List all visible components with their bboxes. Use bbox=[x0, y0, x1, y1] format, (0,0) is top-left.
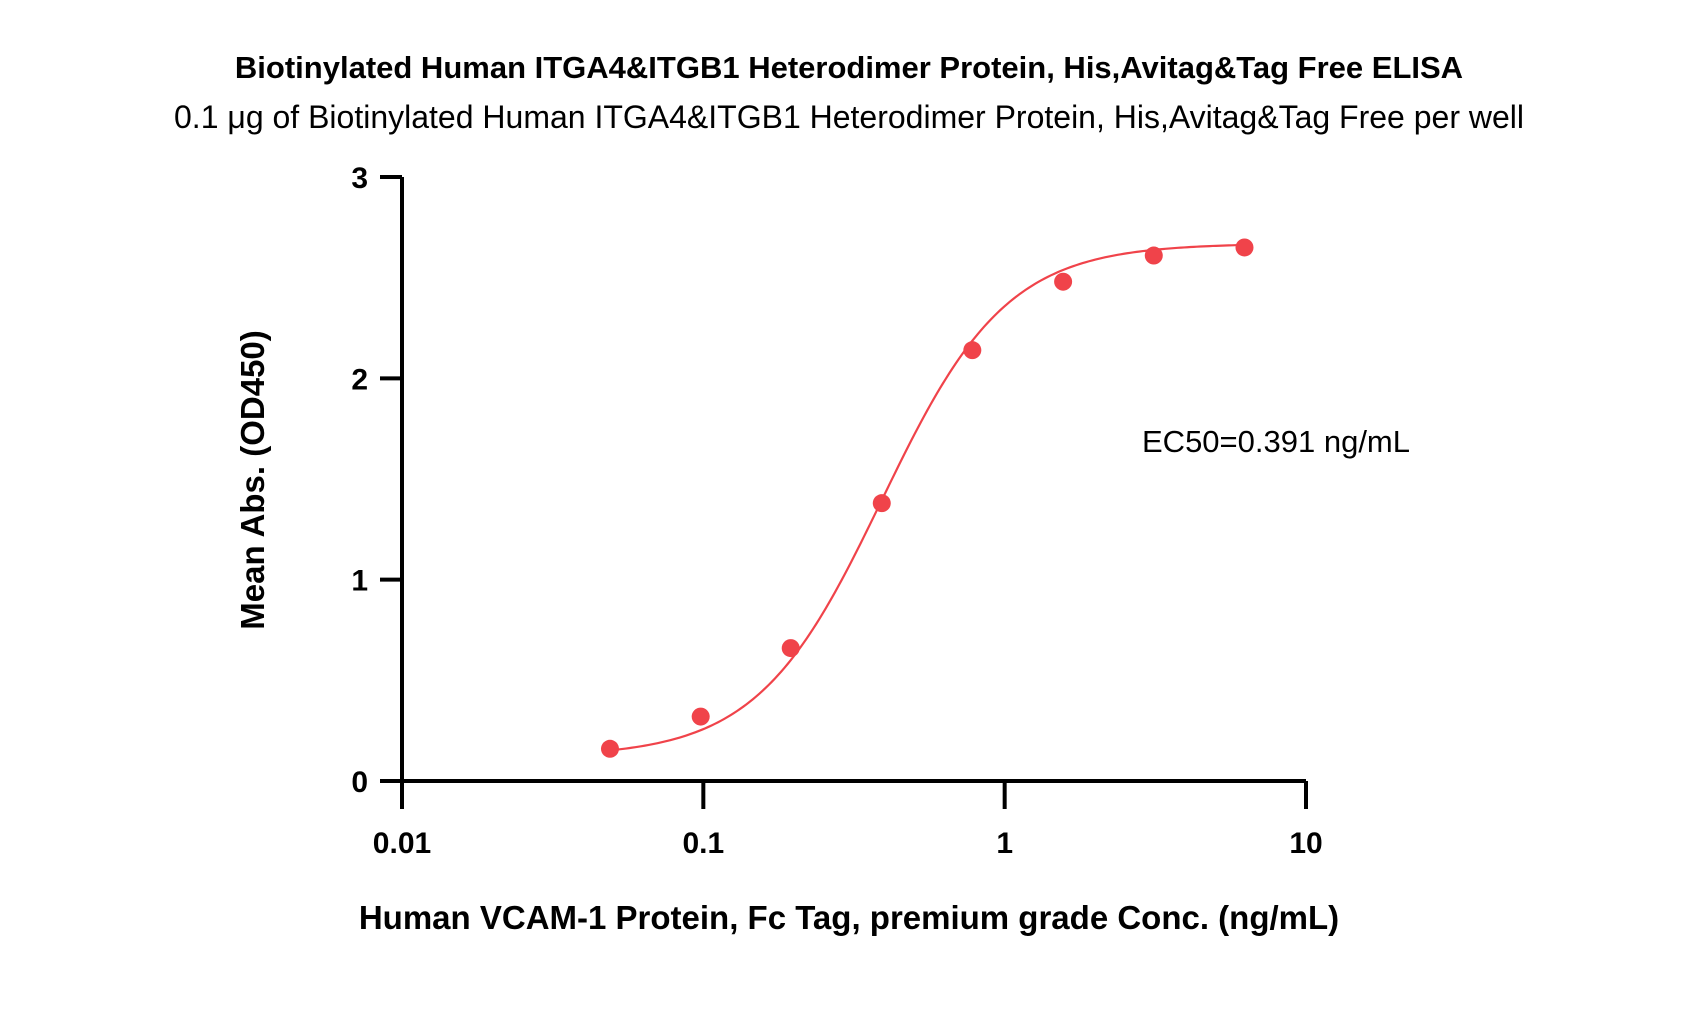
x-tick-label: 10 bbox=[1289, 827, 1322, 860]
x-tick-label: 0.1 bbox=[682, 827, 724, 860]
data-point bbox=[872, 494, 891, 513]
data-point bbox=[1235, 238, 1254, 257]
data-point bbox=[1144, 246, 1163, 265]
x-tick-label: 0.01 bbox=[373, 827, 431, 860]
y-tick-label: 1 bbox=[351, 565, 368, 598]
x-axis-label: Human VCAM-1 Protein, Fc Tag, premium gr… bbox=[359, 899, 1339, 936]
fit-curve bbox=[609, 243, 1245, 752]
y-tick-label: 2 bbox=[351, 363, 368, 396]
data-point bbox=[1054, 272, 1073, 291]
data-point bbox=[691, 707, 710, 726]
y-tick-label: 3 bbox=[351, 162, 368, 195]
data-point bbox=[781, 639, 800, 658]
data-points bbox=[600, 238, 1254, 758]
y-axis-label: Mean Abs. (OD450) bbox=[234, 330, 271, 630]
axes bbox=[400, 177, 1306, 783]
ec50-annotation: EC50=0.391 ng/mL bbox=[1142, 424, 1410, 459]
data-point bbox=[963, 341, 982, 360]
x-tick-label: 1 bbox=[996, 827, 1013, 860]
y-tick-label: 0 bbox=[351, 766, 368, 799]
chart-subtitle: 0.1 μg of Biotinylated Human ITGA4&ITGB1… bbox=[174, 99, 1524, 135]
data-point bbox=[600, 739, 619, 758]
ticks: 0.01 0.1 1 10 0 1 2 3 bbox=[351, 162, 1322, 860]
chart-title: Biotinylated Human ITGA4&ITGB1 Heterodim… bbox=[235, 50, 1463, 85]
